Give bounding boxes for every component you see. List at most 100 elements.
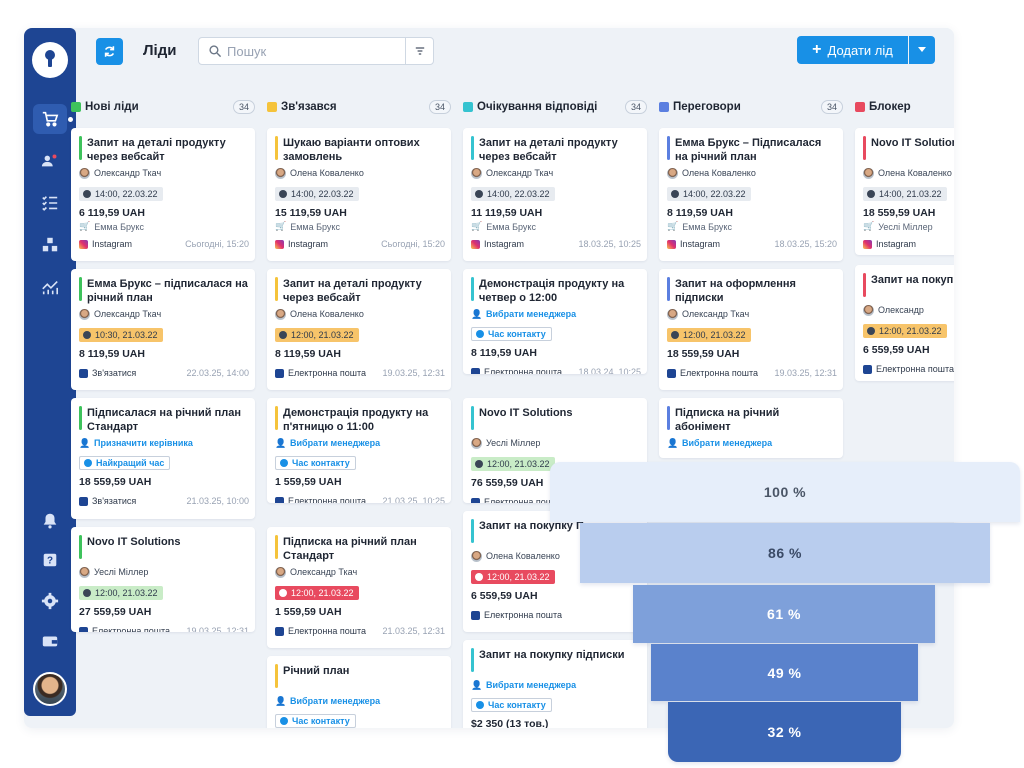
card-source: Електронна пошта	[79, 626, 170, 632]
column-header[interactable]: Очікування відповіді 34	[463, 100, 647, 118]
contact-time-chip[interactable]: Час контакту	[471, 698, 552, 712]
assign-manager-link[interactable]: Вибрати менеджера	[290, 438, 381, 448]
contact-time-chip[interactable]: Час контакту	[275, 714, 356, 728]
wallet-icon[interactable]	[33, 626, 67, 656]
settings-icon[interactable]	[33, 586, 67, 616]
column-header[interactable]: Зв'язався 34	[267, 100, 451, 118]
card-status-bar	[667, 277, 670, 301]
assign-manager-link[interactable]: Призначити керівника	[94, 438, 193, 448]
card-footer: Instagram Сьогодні, 15:20	[275, 238, 445, 250]
clock-icon	[279, 190, 287, 198]
lead-card[interactable]: Novo IT Solutions Уеслі Міллер 12:00, 21.0…	[463, 398, 647, 503]
lead-card[interactable]: Підписка на річний план Стандарт Олександ…	[267, 527, 451, 648]
card-status-bar	[275, 535, 278, 559]
source-name: Електронна пошта	[680, 368, 759, 378]
lead-card[interactable]: Демонстрація продукту на п'ятницю о 11:0…	[267, 398, 451, 503]
card-footer: Instagram	[863, 238, 954, 250]
lead-card[interactable]: Емма Брукс – Підписалася на річний план О…	[659, 128, 843, 261]
card-contact: Уеслі Міллер	[471, 436, 540, 450]
refresh-button[interactable]	[96, 38, 123, 65]
lead-card[interactable]: Запит на покупку Преміум Олександр 12:00, …	[855, 265, 954, 381]
clock-icon	[671, 331, 679, 339]
lead-card[interactable]: Novo IT Solutions Уеслі Міллер 12:00, 21.0…	[71, 527, 255, 632]
card-assign: 👤 Вибрати менеджера	[471, 307, 576, 321]
users-icon[interactable]	[33, 146, 67, 176]
deadline-text: 12:00, 21.03.22	[291, 330, 354, 340]
source-name: Instagram	[876, 239, 917, 249]
column-color-dot	[71, 102, 81, 112]
deadline-text: 12:00, 21.03.22	[487, 572, 550, 582]
clock-icon	[280, 459, 288, 467]
contact-avatar	[79, 308, 90, 320]
lead-card[interactable]: Шукаю варіанти оптових замовлень Олена Ко…	[267, 128, 451, 261]
card-footer: Instagram Сьогодні, 15:20	[79, 238, 249, 250]
lead-card[interactable]: Запит на оформлення підписки Олександр Тк…	[659, 269, 843, 390]
contact-name: Олена Коваленко	[486, 551, 560, 561]
instagram-icon	[471, 239, 480, 249]
deadline-text: 14:00, 22.03.22	[683, 189, 746, 199]
contact-avatar	[79, 167, 90, 179]
cart-icon: 🛒	[275, 221, 287, 231]
card-title: Novo IT Solutions	[479, 407, 573, 419]
card-footer: Зв'язатися 22.03.25, 14:00	[79, 367, 249, 379]
card-amount: 8 119,59 UAH	[79, 348, 145, 360]
lead-card[interactable]: Запит на покупку Преміум Олена Коваленко 1…	[463, 511, 647, 632]
column-name: Зв'язався	[281, 101, 337, 113]
column-header[interactable]: Переговори 34	[659, 100, 843, 118]
boxes-icon[interactable]	[33, 230, 67, 260]
lead-card[interactable]: Річний план 👤 Вибрати менеджера Час контакт…	[267, 656, 451, 728]
card-date: 19.03.25, 12:31	[774, 368, 837, 378]
lead-card[interactable]: Підписка на річний абонімент 👤 Вибрати мен…	[659, 398, 843, 458]
card-date: 18.03.24, 10:25	[578, 367, 641, 374]
add-lead-dropdown[interactable]	[909, 36, 935, 64]
user-avatar[interactable]	[33, 672, 67, 706]
source-name: Електронна пошта	[288, 368, 367, 378]
contact-time-chip[interactable]: Час контакту	[471, 327, 552, 341]
deadline-chip: 14:00, 22.03.22	[79, 187, 163, 201]
tasks-icon[interactable]	[33, 188, 67, 218]
card-title: Запит на покупку підписки	[479, 649, 625, 661]
column-header[interactable]: Блокер	[855, 100, 954, 118]
card-assign: 👤 Вибрати менеджера	[275, 694, 380, 708]
lead-card[interactable]: Запит на покупку підписки 👤 Вибрати менедж…	[463, 640, 647, 728]
card-manager: 🛒 Емма Брукс	[667, 221, 732, 232]
assign-manager-link[interactable]: Вибрати менеджера	[290, 696, 381, 706]
contact-time-chip[interactable]: Час контакту	[275, 456, 356, 470]
clock-icon	[475, 460, 483, 468]
contact-name: Олександр Ткач	[94, 168, 162, 178]
bell-icon[interactable]	[33, 506, 67, 536]
add-lead-button[interactable]: + Додати лід	[797, 36, 908, 64]
add-lead-label: Додати лід	[827, 42, 893, 58]
help-icon[interactable]: ?	[33, 545, 67, 575]
lead-card[interactable]: Novo IT Solutions Олена Коваленко 14:00, 2…	[855, 128, 954, 255]
source-name: Зв'язатися	[92, 496, 137, 506]
card-source: Електронна пошта	[667, 368, 758, 378]
lead-card[interactable]: Запит на деталі продукту через вебсайт Ол…	[267, 269, 451, 390]
column-color-dot	[463, 102, 473, 112]
contact-avatar	[471, 550, 482, 562]
lead-card[interactable]: Підписалася на річний план Стандарт 👤 Приз…	[71, 398, 255, 519]
card-title: Підписалася на річний план Стандарт	[87, 407, 242, 433]
lead-card[interactable]: Демонстрація продукту на четвер о 12:00 👤…	[463, 269, 647, 374]
column-header[interactable]: Нові ліди 34	[71, 100, 255, 118]
lead-card[interactable]: Запит на деталі продукту через вебсайт Ол…	[463, 128, 647, 261]
cart-icon[interactable]	[33, 104, 73, 134]
contact-time-chip[interactable]: Найкращий час	[79, 456, 171, 470]
card-footer: Електронна пошта	[471, 496, 641, 503]
contact-name: Уеслі Міллер	[94, 567, 149, 577]
source-name: Електронна пошта	[484, 610, 563, 620]
deadline-chip: 12:00, 21.03.22	[275, 586, 359, 600]
assign-manager-link[interactable]: Вибрати менеджера	[486, 309, 577, 319]
filter-button[interactable]	[405, 38, 433, 64]
contact-name: Олександр Ткач	[94, 309, 162, 319]
assign-manager-link[interactable]: Вибрати менеджера	[486, 680, 577, 690]
assign-manager-link[interactable]: Вибрати менеджера	[682, 438, 773, 448]
lead-card[interactable]: Запит на деталі продукту через вебсайт Ол…	[71, 128, 255, 261]
logo-icon[interactable]	[32, 42, 68, 78]
card-deadline: 12:00, 21.03.22	[275, 586, 359, 600]
lead-card[interactable]: Емма Брукс – підписалася на річний план О…	[71, 269, 255, 390]
analytics-icon[interactable]	[33, 272, 67, 302]
search-input[interactable]	[227, 43, 397, 60]
mail-icon	[275, 626, 284, 636]
contact-avatar	[667, 308, 678, 320]
